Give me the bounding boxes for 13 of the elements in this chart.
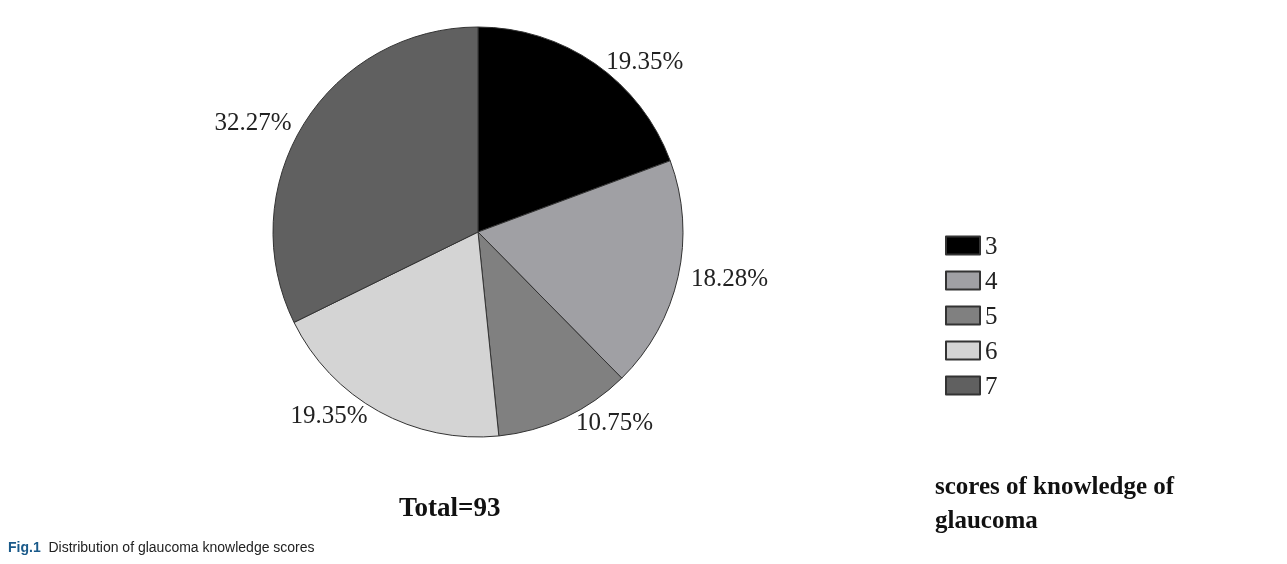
data-label: 10.75% <box>575 407 654 435</box>
legend-label: 4 <box>985 267 998 294</box>
data-label: 18.28% <box>691 263 769 291</box>
data-label: 19.35% <box>606 46 684 74</box>
caption: Fig.1 Distribution of glaucoma knowledge scores <box>8 539 315 555</box>
legend-label: 6 <box>985 337 998 364</box>
legend-label: 5 <box>985 302 998 329</box>
data-label: 19.35% <box>290 401 368 429</box>
data-label: 32.27% <box>214 108 292 136</box>
text: Total=93 <box>399 491 501 522</box>
legend-title: scores of knowledge of glaucoma <box>935 471 1175 533</box>
legend-label: 3 <box>985 232 998 259</box>
legend-label: 7 <box>985 372 998 399</box>
